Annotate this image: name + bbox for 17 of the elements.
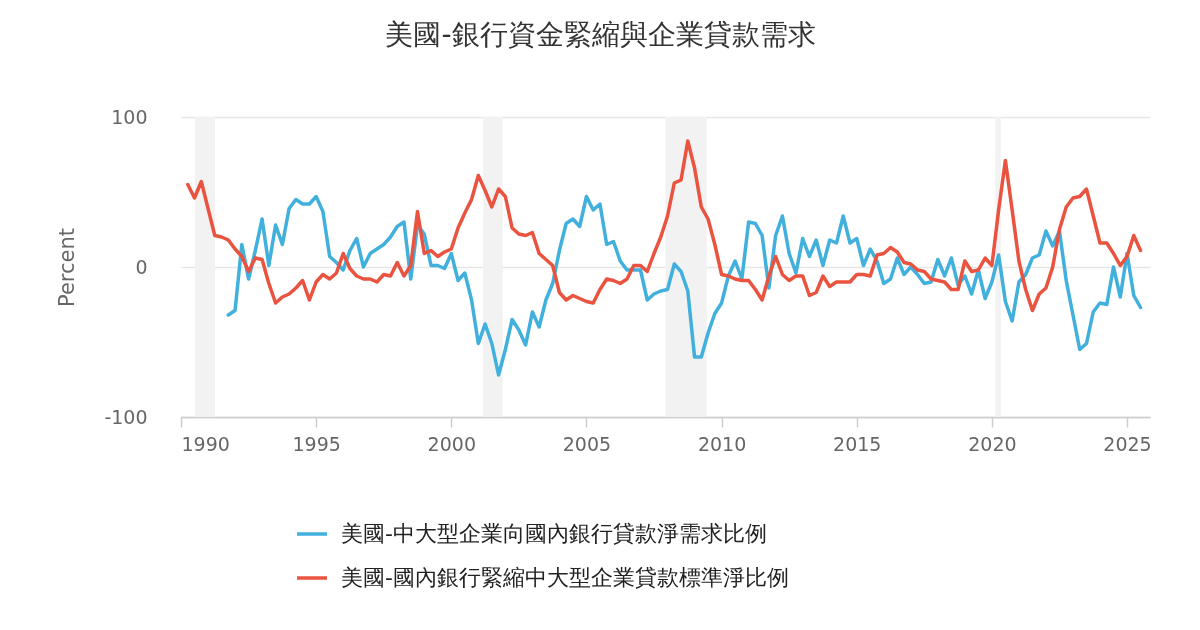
x-tick-label: 1990: [181, 432, 230, 455]
line-series: [226, 194, 1143, 377]
y-axis-title: Percent: [55, 227, 80, 308]
y-tick-label: -100: [104, 405, 148, 428]
x-tick-label: 2010: [697, 432, 747, 455]
legend-label: 美國-國內銀行緊縮中大型企業貸款標準淨比例: [341, 565, 789, 590]
legend-label: 美國-中大型企業向國內銀行貸款淨需求比例: [341, 521, 767, 546]
x-tick-label: 1995: [292, 432, 341, 455]
y-tick-label: 0: [135, 255, 148, 278]
x-tick-label: 2000: [427, 432, 476, 455]
x-tick-label: 2015: [833, 432, 882, 455]
x-tick-label: 2020: [968, 432, 1017, 455]
y-tick-label: 100: [111, 105, 148, 128]
x-tick-label: 2005: [562, 432, 612, 455]
line-series: [186, 139, 1143, 313]
x-tick-label: 2025: [1103, 432, 1152, 455]
chart-title: 美國-銀行資金緊縮與企業貸款需求: [385, 18, 816, 51]
